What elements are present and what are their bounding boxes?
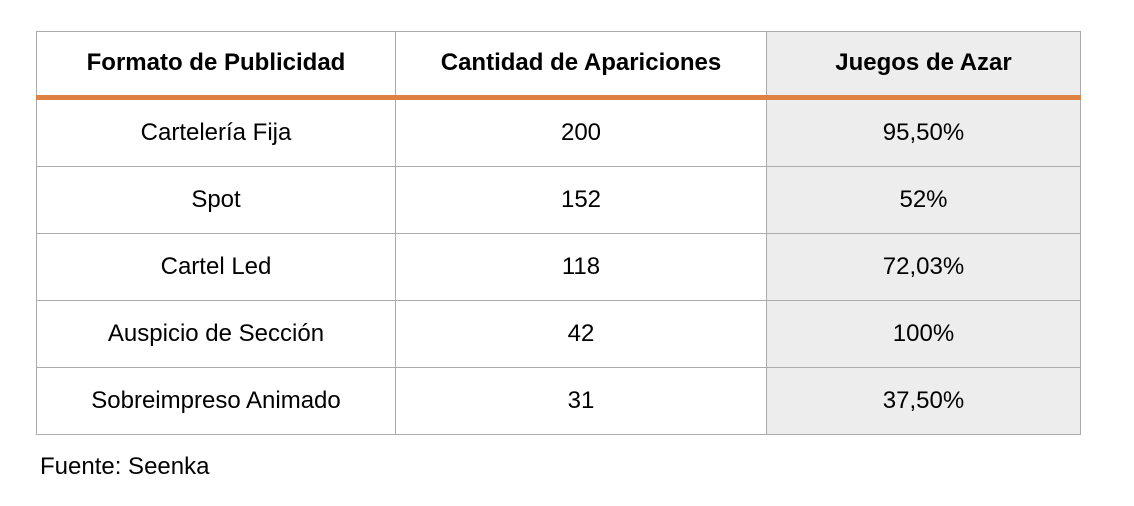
table-header-row: Formato de Publicidad Cantidad de Aparici… bbox=[36, 31, 1081, 100]
table-row: Spot 152 52% bbox=[36, 166, 1081, 234]
table-row: Cartelería Fija 200 95,50% bbox=[36, 97, 1081, 167]
header-cell-1: Cantidad de Apariciones bbox=[395, 31, 767, 100]
source-note: Fuente: Seenka bbox=[40, 453, 210, 480]
table-cell: Cartel Led bbox=[36, 233, 396, 301]
table-cell: 72,03% bbox=[766, 233, 1081, 301]
table-head: Formato de Publicidad Cantidad de Aparici… bbox=[36, 31, 1081, 100]
table-cell: Auspicio de Sección bbox=[36, 300, 396, 368]
table-cell: 52% bbox=[766, 166, 1081, 234]
table-cell: 152 bbox=[395, 166, 767, 234]
data-table: Formato de Publicidad Cantidad de Aparici… bbox=[36, 31, 1081, 435]
table-cell: 37,50% bbox=[766, 367, 1081, 435]
header-cell-0: Formato de Publicidad bbox=[36, 31, 396, 100]
table-row: Auspicio de Sección 42 100% bbox=[36, 300, 1081, 368]
table-cell: 118 bbox=[395, 233, 767, 301]
table-cell: Sobreimpreso Animado bbox=[36, 367, 396, 435]
table-cell: 95,50% bbox=[766, 97, 1081, 167]
table-cell: 42 bbox=[395, 300, 767, 368]
table-row: Sobreimpreso Animado 31 37,50% bbox=[36, 367, 1081, 435]
header-cell-2: Juegos de Azar bbox=[766, 31, 1081, 100]
table-row: Cartel Led 118 72,03% bbox=[36, 233, 1081, 301]
table-cell: 100% bbox=[766, 300, 1081, 368]
table-cell: Cartelería Fija bbox=[36, 97, 396, 167]
table-cell: Spot bbox=[36, 166, 396, 234]
table-body: Cartelería Fija 200 95,50% Spot 152 52% Cartel… bbox=[36, 97, 1081, 435]
table-cell: 31 bbox=[395, 367, 767, 435]
table-cell: 200 bbox=[395, 97, 767, 167]
